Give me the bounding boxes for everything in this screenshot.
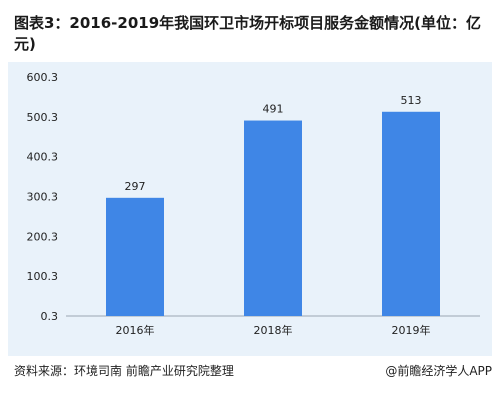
y-tick-label: 500.3 (27, 111, 59, 124)
y-tick-label: 600.3 (27, 71, 59, 84)
bar (244, 120, 302, 316)
y-tick-label: 200.3 (27, 230, 59, 243)
y-tick-label: 300.3 (27, 191, 59, 204)
bar-value-label: 491 (263, 103, 284, 116)
bar (382, 111, 440, 316)
source-note: 资料来源：环境司南 前瞻产业研究院整理 (14, 364, 234, 378)
bar (106, 197, 164, 316)
bar-value-label: 513 (401, 94, 422, 107)
y-tick-label: 400.3 (27, 151, 59, 164)
brand-credit: @前瞻经济学人APP (385, 364, 492, 378)
bar-value-label: 297 (125, 180, 146, 193)
y-tick-label: 100.3 (27, 270, 59, 283)
y-tick-label: 0.3 (41, 310, 59, 323)
x-tick-label: 2018年 (254, 323, 293, 337)
x-tick-label: 2016年 (116, 323, 155, 337)
x-tick-label: 2019年 (392, 323, 431, 337)
chart-title: 图表3：2016-2019年我国环卫市场开标项目服务金额情况(单位：亿元) (14, 14, 482, 53)
